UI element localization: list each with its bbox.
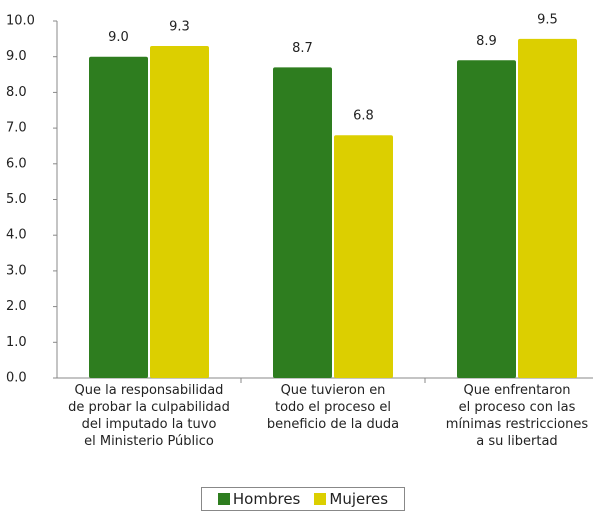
x-tick-label: Que tuvieron en todo el proceso el benef… <box>266 383 400 432</box>
y-tick-label: 6.0 <box>6 156 27 171</box>
legend-item: Hombres <box>217 490 301 508</box>
bar <box>457 60 516 379</box>
y-tick-label: 5.0 <box>6 192 27 207</box>
data-label: 6.8 <box>353 109 374 124</box>
x-tick-label: Que la responsabilidad de probar la culp… <box>68 383 230 449</box>
bar <box>89 56 148 378</box>
data-label: 9.0 <box>108 30 129 45</box>
y-tick-label: 8.0 <box>6 85 27 100</box>
y-tick-label: 7.0 <box>6 121 27 136</box>
y-tick-label: 1.0 <box>6 335 27 350</box>
bar <box>273 67 332 378</box>
y-tick-label: 3.0 <box>6 263 27 278</box>
y-tick-label: 2.0 <box>6 299 27 314</box>
legend-swatch <box>314 493 327 505</box>
legend: Hombres Mujeres <box>201 487 405 511</box>
bar <box>150 45 209 379</box>
data-label: 9.3 <box>169 19 190 34</box>
y-tick-label: 4.0 <box>6 228 27 243</box>
data-label: 8.7 <box>292 41 313 56</box>
y-tick-label: 9.0 <box>6 49 27 64</box>
y-tick-label: 10.0 <box>6 14 35 29</box>
bar <box>518 38 577 378</box>
legend-label: Mujeres <box>329 490 389 508</box>
bar <box>334 135 393 378</box>
data-label: 8.9 <box>476 34 497 49</box>
legend-label: Hombres <box>232 490 301 508</box>
data-label: 9.5 <box>537 12 558 27</box>
legend-item: Mujeres <box>314 490 388 508</box>
legend-swatch <box>217 493 230 505</box>
y-tick-label: 0.0 <box>6 371 27 386</box>
x-tick-label: Que enfrentaron el proceso con las mínim… <box>445 383 589 449</box>
